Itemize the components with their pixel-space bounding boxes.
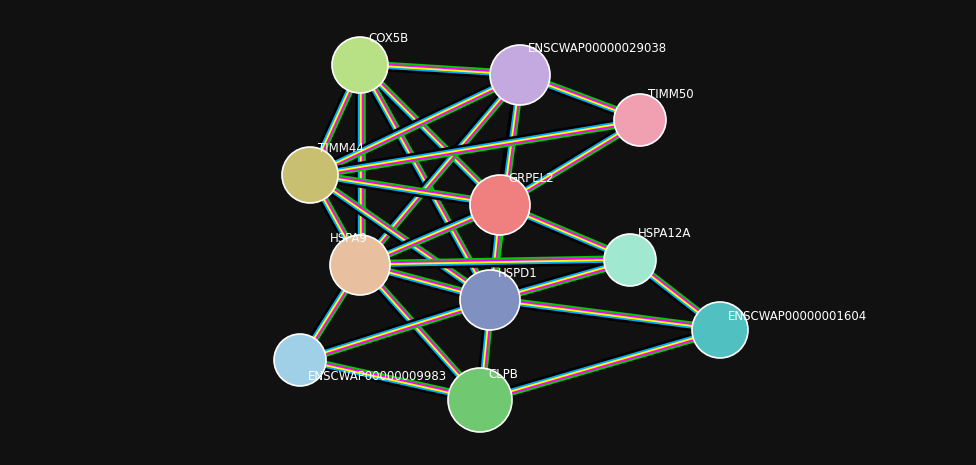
Text: TIMM50: TIMM50: [648, 88, 694, 101]
Circle shape: [692, 302, 748, 358]
Circle shape: [448, 368, 512, 432]
Circle shape: [282, 147, 338, 203]
Text: HSPD1: HSPD1: [498, 267, 538, 280]
Text: ENSCWAP00000001604: ENSCWAP00000001604: [728, 310, 868, 323]
Circle shape: [460, 270, 520, 330]
Text: TIMM44: TIMM44: [318, 142, 364, 155]
Text: ENSCWAP00000029038: ENSCWAP00000029038: [528, 42, 668, 55]
Circle shape: [332, 37, 388, 93]
Text: HSPA12A: HSPA12A: [638, 227, 691, 240]
Circle shape: [604, 234, 656, 286]
Circle shape: [330, 235, 390, 295]
Circle shape: [614, 94, 666, 146]
Text: COX5B: COX5B: [368, 32, 408, 45]
Circle shape: [490, 45, 550, 105]
Text: CLPB: CLPB: [488, 368, 518, 381]
Text: ENSCWAP00000009983: ENSCWAP00000009983: [308, 370, 447, 383]
Circle shape: [274, 334, 326, 386]
Text: GRPEL2: GRPEL2: [508, 172, 553, 185]
Text: HSPA9: HSPA9: [330, 232, 368, 245]
Circle shape: [470, 175, 530, 235]
